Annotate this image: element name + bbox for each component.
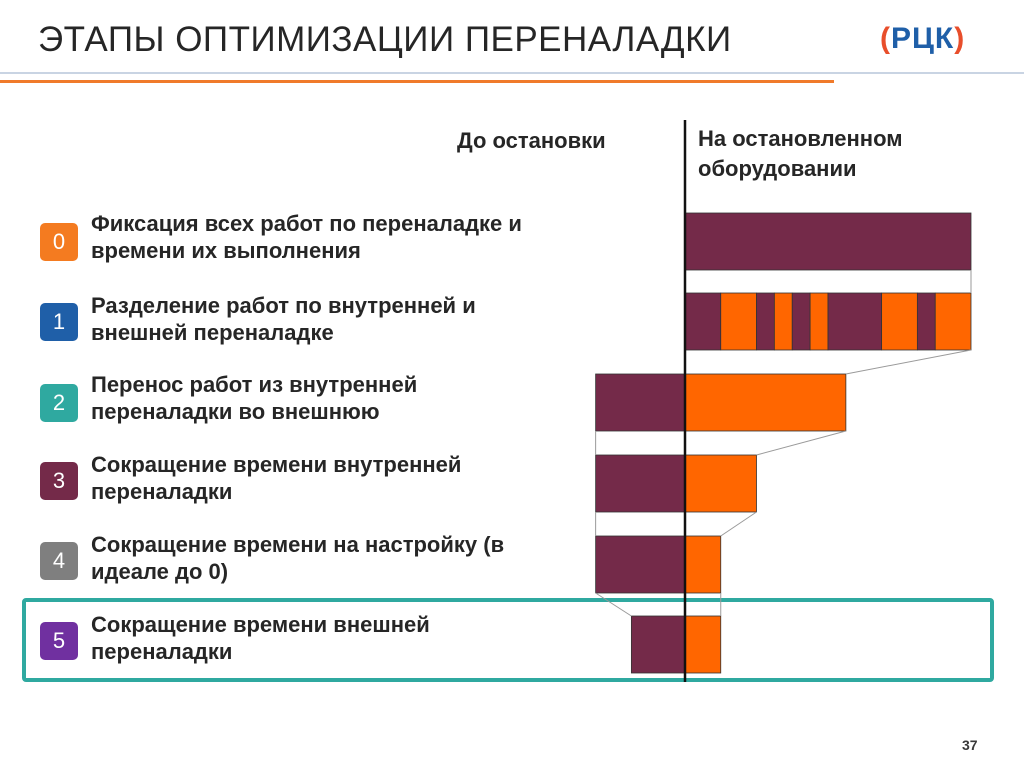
step-1-after-segment-6 <box>828 293 882 350</box>
connector-left-5 <box>596 593 632 616</box>
step-1-after-segment-8 <box>917 293 935 350</box>
step-1-after-segment-5 <box>810 293 828 350</box>
step-2-before-segment-0 <box>596 374 685 431</box>
step-1-after-segment-9 <box>935 293 971 350</box>
connector-right-4 <box>721 512 757 536</box>
connector-right-2 <box>846 350 971 374</box>
step-0-after-segment-0 <box>685 213 971 270</box>
step-1-after-segment-0 <box>685 293 721 350</box>
step-1-after-segment-2 <box>757 293 775 350</box>
step-4-after-segment-0 <box>685 536 721 593</box>
step-5-after-segment-0 <box>685 616 721 673</box>
step-1-after-segment-1 <box>721 293 757 350</box>
page-number: 37 <box>962 737 978 753</box>
step-5-before-segment-0 <box>631 616 685 673</box>
connector-right-3 <box>757 431 846 455</box>
step-1-after-segment-7 <box>882 293 918 350</box>
step-3-after-segment-0 <box>685 455 757 512</box>
step-2-after-segment-0 <box>685 374 846 431</box>
step-3-before-segment-0 <box>596 455 685 512</box>
step-1-after-segment-4 <box>792 293 810 350</box>
step-1-after-segment-3 <box>774 293 792 350</box>
step-4-before-segment-0 <box>596 536 685 593</box>
setup-timeline-diagram <box>0 0 1024 767</box>
